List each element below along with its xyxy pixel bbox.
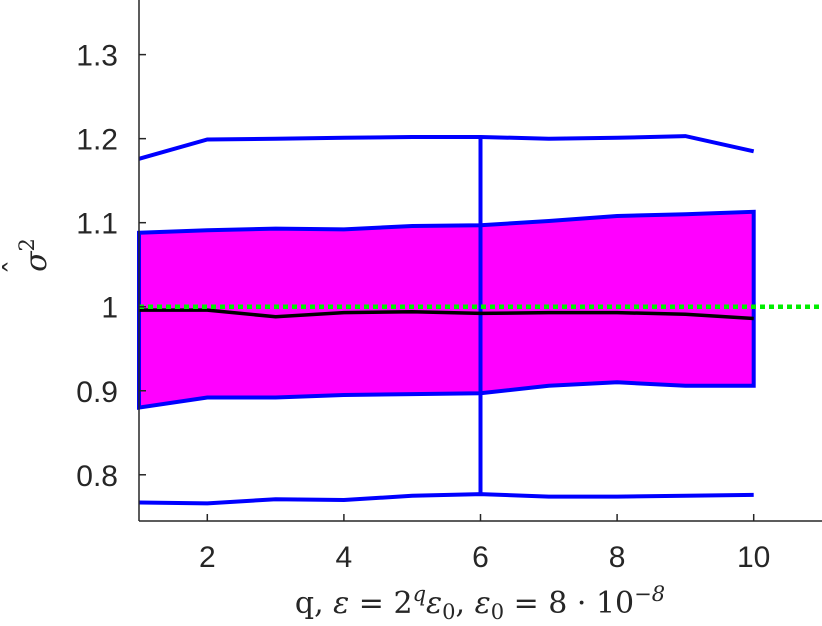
- x-tick-label: 2: [199, 541, 216, 574]
- y-axis-label-sigma: σ: [19, 250, 54, 272]
- y-tick-label: 1.3: [76, 40, 118, 73]
- series-line-max: [138, 134, 755, 161]
- x-axis-label-eps: ε: [333, 586, 349, 621]
- x-axis-label-sup-q: q: [413, 582, 426, 606]
- x-tick-label: 10: [737, 541, 770, 574]
- x-tick-label: 4: [336, 541, 353, 574]
- y-tick-label: 0.8: [76, 460, 118, 493]
- y-tick-label: 0.9: [76, 376, 118, 409]
- x-axis-label-eps3: ε: [475, 586, 491, 621]
- y-tick-label: 1: [101, 292, 118, 325]
- plot-area: [137, 134, 822, 506]
- x-axis-label-comma: ,: [456, 586, 475, 621]
- x-axis-label-eq1: = 2: [349, 586, 412, 621]
- y-axis-label-hat: ˆ: [0, 260, 34, 275]
- x-tick-label: 8: [609, 541, 626, 574]
- series-line-min: [138, 492, 754, 506]
- confidence-band: [137, 209, 756, 410]
- x-axis-label-sup-exp: −8: [634, 582, 665, 606]
- x-axis-label-eps2: ε: [426, 586, 442, 621]
- x-axis-label-eq2: = 8 · 10: [504, 586, 634, 621]
- x-axis-label-lead: q,: [295, 586, 333, 621]
- y-tick-label: 1.2: [76, 124, 118, 157]
- svg-text:σ2: σ2: [15, 238, 54, 272]
- y-tick-label: 1.1: [76, 208, 118, 241]
- y-axis-label: σ2 ˆ: [0, 238, 54, 274]
- x-axis-label: q, ε = 2qε0, ε0 = 8 · 10−8: [295, 582, 665, 624]
- ticks: 2 4 6 8 10 0.8 0.9 1 1.1 1.2 1.3: [76, 40, 770, 574]
- x-tick-label: 6: [472, 541, 489, 574]
- y-axis-label-sup: 2: [15, 238, 39, 251]
- x-axis-label-sub0a: 0: [442, 600, 455, 624]
- x-axis-label-sub0b: 0: [491, 600, 504, 624]
- series-line-median: [139, 308, 754, 321]
